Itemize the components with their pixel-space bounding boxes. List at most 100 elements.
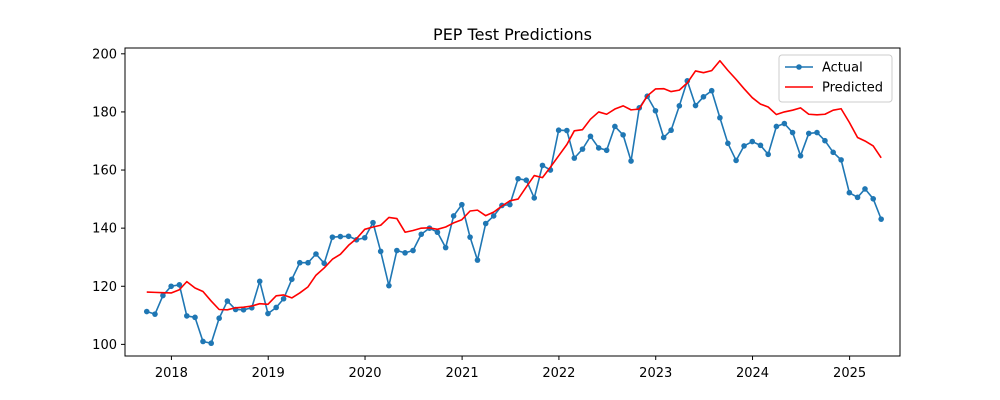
actual-data-point [846, 189, 853, 196]
actual-data-point [862, 186, 868, 192]
actual-data-point [313, 251, 319, 257]
legend-predicted-label: Predicted [822, 81, 883, 96]
actual-data-point [434, 229, 441, 236]
actual-data-point [482, 220, 489, 227]
actual-data-point [160, 292, 166, 299]
actual-data-point [200, 338, 206, 345]
actual-data-point [143, 308, 150, 315]
legend-actual-label: Actual [822, 61, 863, 76]
actual-data-point [564, 127, 570, 134]
actual-data-point [240, 307, 247, 313]
actual-data-point [854, 194, 861, 201]
actual-data-point [539, 162, 546, 169]
actual-data-point [579, 146, 586, 152]
actual-data-point [652, 107, 659, 114]
actual-data-point [296, 259, 303, 266]
actual-data-point [370, 219, 376, 226]
actual-data-point [797, 153, 804, 159]
actual-data-point [152, 311, 158, 317]
x-tick-label: 2024 [736, 366, 769, 381]
actual-data-point [814, 129, 820, 136]
actual-data-point [733, 157, 739, 164]
legend[interactable]: Actual Predicted [778, 54, 893, 103]
actual-data-point [725, 140, 731, 147]
actual-data-point [805, 130, 812, 137]
actual-data-point [587, 133, 594, 140]
actual-data-point [353, 236, 360, 243]
actual-data-point [321, 260, 327, 267]
actual-data-point [507, 201, 513, 208]
actual-data-point [208, 340, 214, 347]
y-tick-label: 100 [92, 338, 117, 353]
actual-data-point [531, 195, 538, 201]
actual-data-point [256, 278, 263, 285]
actual-data-point [467, 234, 473, 240]
y-tick-label: 140 [92, 222, 117, 237]
actual-data-point [402, 250, 408, 256]
actual-data-point [168, 283, 174, 290]
actual-data-point [410, 247, 416, 254]
actual-data-point [377, 248, 384, 255]
actual-data-point [878, 216, 884, 222]
actual-data-point [749, 138, 756, 145]
series-layer [143, 59, 884, 347]
actual-data-point [305, 259, 311, 266]
chart-title: PEP Test Predictions [433, 25, 592, 44]
actual-data-point [523, 177, 530, 184]
actual-data-point [676, 103, 683, 109]
actual-data-point [176, 282, 183, 288]
x-tick-label: 2020 [348, 366, 381, 381]
x-tick-label: 2025 [833, 366, 866, 381]
actual-data-point [459, 201, 465, 208]
actual-data-point [870, 196, 877, 202]
actual-data-point [822, 137, 828, 144]
x-tick-label: 2023 [639, 366, 672, 381]
actual-data-point [337, 233, 344, 240]
actual-data-point [183, 313, 190, 319]
actual-data-point [612, 123, 618, 130]
actual-data-point [289, 276, 295, 283]
y-tick-label: 120 [92, 280, 117, 295]
actual-data-point [224, 298, 231, 304]
actual-data-point [741, 143, 747, 149]
x-tick-label: 2022 [542, 366, 575, 381]
actual-data-point [692, 102, 699, 109]
actual-data-point [450, 213, 457, 219]
actual-data-point [700, 94, 707, 100]
actual-data-point [781, 120, 788, 127]
actual-data-point [280, 295, 287, 302]
actual-data-point [192, 314, 198, 321]
actual-data-point [757, 142, 764, 149]
y-tick-label: 160 [92, 164, 117, 179]
actual-data-point [273, 304, 279, 311]
actual-data-point [386, 282, 392, 289]
actual-data-point [838, 157, 844, 163]
x-axis: 2018 2019 2020 2021 2022 2023 2024 2025 [155, 356, 866, 381]
actual-data-point [474, 257, 481, 263]
actual-data-point [620, 132, 626, 138]
actual-data-point [515, 175, 521, 182]
actual-data-point [717, 114, 723, 121]
actual-data-point [216, 315, 222, 322]
actual-data-point [660, 134, 667, 141]
actual-data-point [329, 234, 336, 240]
x-tick-label: 2018 [155, 366, 188, 381]
actual-data-point [773, 123, 780, 130]
y-axis: 100 120 140 160 180 200 [92, 47, 125, 353]
actual-data-point [628, 158, 634, 164]
actual-data-point [442, 244, 449, 251]
actual-data-point [603, 147, 610, 154]
legend-actual-marker [796, 64, 802, 70]
actual-data-point [595, 145, 602, 151]
actual-data-point [708, 87, 715, 94]
actual-data-point [668, 127, 674, 134]
y-tick-label: 200 [92, 47, 117, 62]
actual-data-point [394, 247, 400, 254]
actual-data-point [789, 129, 796, 136]
actual-data-point [490, 213, 497, 219]
actual-data-point [830, 149, 836, 156]
actual-data-point [571, 155, 578, 161]
x-tick-label: 2021 [446, 366, 479, 381]
actual-data-point [555, 127, 562, 134]
